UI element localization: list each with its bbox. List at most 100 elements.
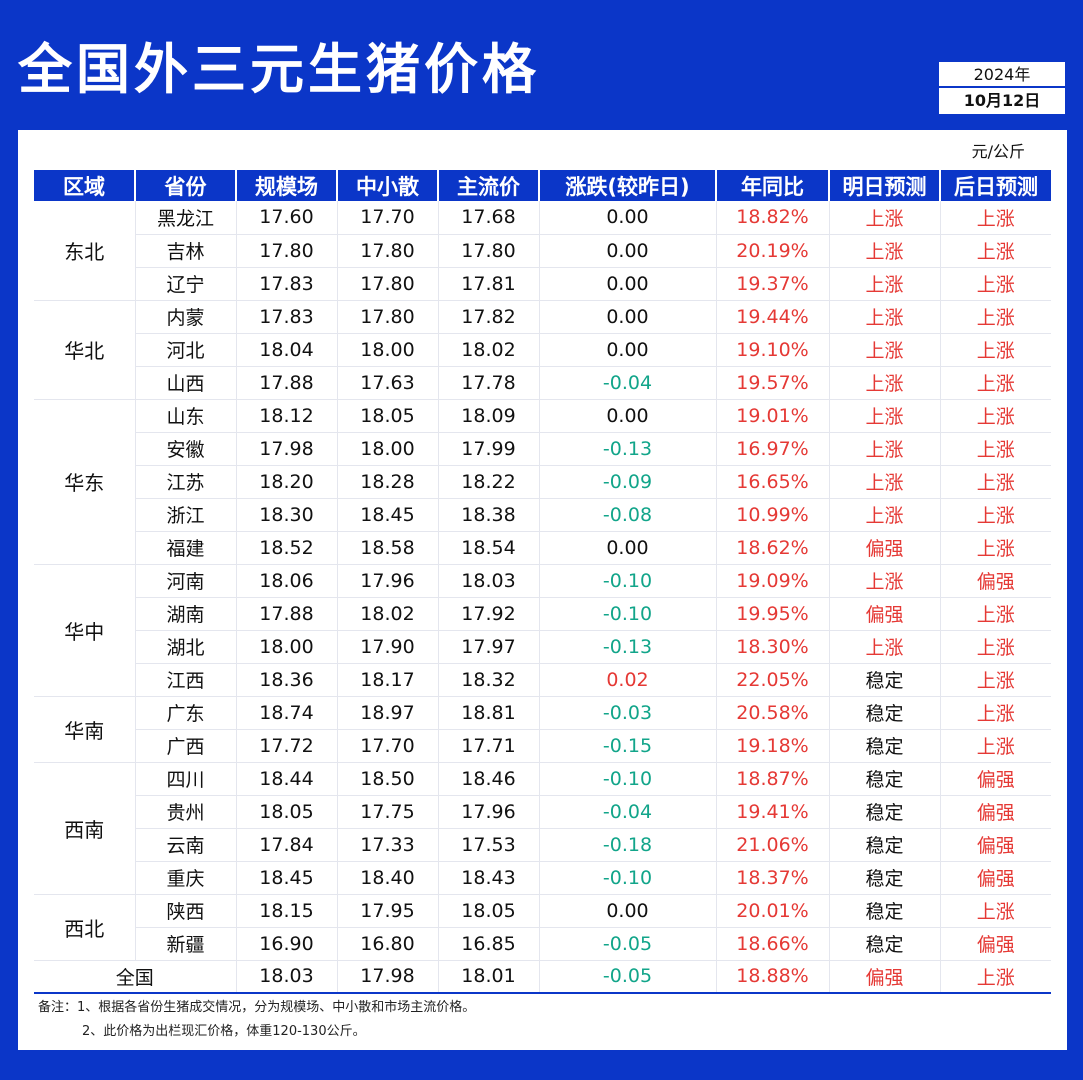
main-price-cell: 17.53	[438, 828, 540, 862]
forecast-tomorrow-cell: 上涨	[829, 498, 941, 532]
main-price-cell: 18.03	[438, 564, 540, 598]
total-row: 全国 18.03 17.98 18.01 -0.05 18.88% 偏强 上涨	[34, 960, 1051, 994]
change-cell: -0.04	[539, 795, 717, 829]
small-farm-cell: 17.70	[337, 201, 439, 235]
change-cell: 0.00	[539, 201, 717, 235]
province-cell: 吉林	[135, 234, 237, 268]
change-cell: -0.10	[539, 564, 717, 598]
province-cell: 黑龙江	[135, 201, 237, 235]
small-farm-cell: 18.45	[337, 498, 439, 532]
table-row: 云南 17.84 17.33 17.53 -0.18 21.06% 稳定 偏强	[34, 828, 1051, 862]
forecast-tomorrow-cell: 稳定	[829, 927, 941, 961]
forecast-tomorrow-cell: 上涨	[829, 300, 941, 334]
province-cell: 陕西	[135, 894, 237, 928]
large-farm-cell: 18.06	[236, 564, 338, 598]
table-row: 湖南 17.88 18.02 17.92 -0.10 19.95% 偏强 上涨	[34, 597, 1051, 631]
forecast-day-after-cell: 上涨	[940, 234, 1051, 268]
small-farm-cell: 17.80	[337, 234, 439, 268]
yoy-cell: 19.01%	[716, 399, 830, 433]
forecast-tomorrow-cell: 稳定	[829, 828, 941, 862]
forecast-tomorrow-cell: 上涨	[829, 399, 941, 433]
forecast-tomorrow-cell: 上涨	[829, 201, 941, 235]
large-farm-cell: 17.83	[236, 300, 338, 334]
table-row: 东北 黑龙江 17.60 17.70 17.68 0.00 18.82% 上涨 上涨	[34, 201, 1051, 301]
date-year: 2024年	[939, 62, 1065, 88]
province-cell: 湖南	[135, 597, 237, 631]
change-cell: -0.05	[539, 960, 717, 994]
small-farm-cell: 16.80	[337, 927, 439, 961]
note-1: 备注：1、根据各省份生猪成交情况，分为规模场、中小散和市场主流价格。	[38, 1000, 476, 1015]
change-cell: 0.00	[539, 894, 717, 928]
small-farm-cell: 17.90	[337, 630, 439, 664]
main-price-cell: 18.32	[438, 663, 540, 697]
yoy-cell: 19.44%	[716, 300, 830, 334]
forecast-day-after-cell: 上涨	[940, 432, 1051, 466]
header-yoy: 年同比	[716, 170, 830, 201]
large-farm-cell: 17.80	[236, 234, 338, 268]
province-cell: 广东	[135, 696, 237, 730]
change-cell: 0.00	[539, 531, 717, 565]
large-farm-cell: 18.05	[236, 795, 338, 829]
change-cell: 0.00	[539, 333, 717, 367]
forecast-day-after-cell: 上涨	[940, 465, 1051, 499]
change-cell: 0.00	[539, 399, 717, 433]
region-cell: 华东	[34, 399, 136, 565]
province-cell: 山东	[135, 399, 237, 433]
table-row: 浙江 18.30 18.45 18.38 -0.08 10.99% 上涨 上涨	[34, 498, 1051, 532]
change-cell: 0.00	[539, 234, 717, 268]
main-price-cell: 18.81	[438, 696, 540, 730]
forecast-tomorrow-cell: 上涨	[829, 432, 941, 466]
change-cell: 0.02	[539, 663, 717, 697]
change-cell: -0.13	[539, 432, 717, 466]
region-cell: 华中	[34, 564, 136, 697]
small-farm-cell: 18.00	[337, 432, 439, 466]
forecast-day-after-cell: 上涨	[940, 729, 1051, 763]
forecast-tomorrow-cell: 上涨	[829, 333, 941, 367]
date-day: 10月12日	[963, 91, 1041, 110]
province-cell: 河北	[135, 333, 237, 367]
forecast-tomorrow-cell: 上涨	[829, 630, 941, 664]
change-cell: -0.04	[539, 366, 717, 400]
forecast-day-after-cell: 上涨	[940, 498, 1051, 532]
small-farm-cell: 18.40	[337, 861, 439, 895]
table-row: 华中 河南 18.06 17.96 18.03 -0.10 19.09% 上涨 偏强	[34, 564, 1051, 697]
large-farm-cell: 18.00	[236, 630, 338, 664]
table-row: 湖北 18.00 17.90 17.97 -0.13 18.30% 上涨 上涨	[34, 630, 1051, 664]
header-large-farm: 规模场	[236, 170, 338, 201]
forecast-day-after-cell: 偏强	[940, 762, 1051, 796]
forecast-tomorrow-cell: 稳定	[829, 762, 941, 796]
forecast-day-after-cell: 上涨	[940, 597, 1051, 631]
main-price-cell: 17.81	[438, 267, 540, 301]
main-price-cell: 17.68	[438, 201, 540, 235]
small-farm-cell: 18.05	[337, 399, 439, 433]
large-farm-cell: 18.12	[236, 399, 338, 433]
main-price-cell: 17.99	[438, 432, 540, 466]
main-price-cell: 18.38	[438, 498, 540, 532]
change-cell: -0.10	[539, 762, 717, 796]
province-cell: 浙江	[135, 498, 237, 532]
region-cell: 华北	[34, 300, 136, 400]
main-price-cell: 17.82	[438, 300, 540, 334]
small-farm-cell: 18.58	[337, 531, 439, 565]
main-price-cell: 18.54	[438, 531, 540, 565]
table-row: 新疆 16.90 16.80 16.85 -0.05 18.66% 稳定 偏强	[34, 927, 1051, 961]
yoy-cell: 20.58%	[716, 696, 830, 730]
table-row: 安徽 17.98 18.00 17.99 -0.13 16.97% 上涨 上涨	[34, 432, 1051, 466]
large-farm-cell: 18.36	[236, 663, 338, 697]
main-price-cell: 18.43	[438, 861, 540, 895]
forecast-tomorrow-cell: 稳定	[829, 663, 941, 697]
forecast-day-after-cell: 上涨	[940, 333, 1051, 367]
forecast-day-after-cell: 偏强	[940, 927, 1051, 961]
large-farm-cell: 18.04	[236, 333, 338, 367]
yoy-cell: 19.41%	[716, 795, 830, 829]
table-row: 西南 四川 18.44 18.50 18.46 -0.10 18.87% 稳定 偏强	[34, 762, 1051, 895]
forecast-day-after-cell: 上涨	[940, 960, 1051, 994]
table-row: 西北 陕西 18.15 17.95 18.05 0.00 20.01% 稳定 上涨	[34, 894, 1051, 961]
note-2: 2、此价格为出栏现汇价格，体重120-130公斤。	[82, 1024, 366, 1039]
date-box: 2024年 10月12日	[937, 60, 1067, 116]
province-cell: 新疆	[135, 927, 237, 961]
table-row: 江苏 18.20 18.28 18.22 -0.09 16.65% 上涨 上涨	[34, 465, 1051, 499]
unit-label: 元/公斤	[971, 142, 1025, 161]
page-title: 全国外三元生猪价格	[18, 38, 540, 101]
yoy-cell: 18.82%	[716, 201, 830, 235]
